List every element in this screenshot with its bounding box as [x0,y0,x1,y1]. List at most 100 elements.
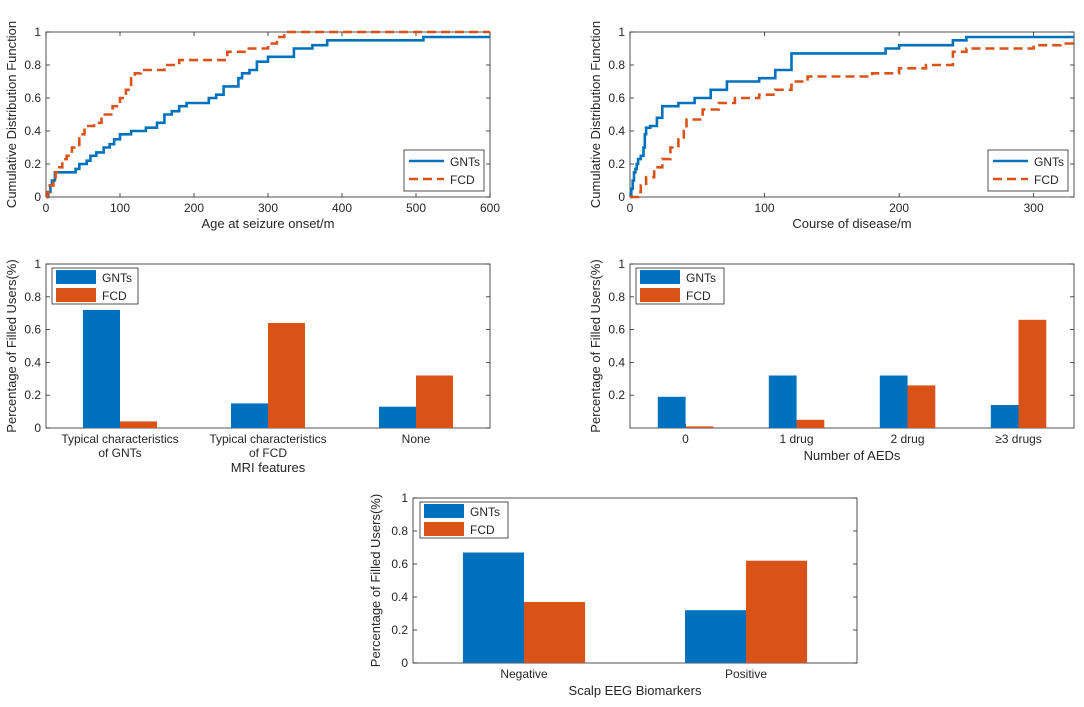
y-axis-label: Percentage of Filled Users(%) [4,259,19,432]
legend-label-fcd: FCD [470,523,495,537]
x-tick-label: 0 [627,201,634,215]
bar-fcd [685,426,714,428]
y-tick-label: 0 [618,190,625,204]
y-tick-label: 0.8 [24,290,41,304]
y-axis-label: Percentage of Filled Users(%) [368,494,383,667]
y-tick-label: 0.2 [608,157,625,171]
panel-course-cdf: 0 0.2 0.4 0.6 0.8 1 Cumulative Distribution Fu… [588,21,1075,231]
legend-swatch-fcd [56,288,96,302]
legend-swatch-fcd [424,522,464,536]
x-tick-label: Typical characteristics [209,432,326,446]
x-tick-label: 100 [755,201,775,215]
x-tick-label: ≥3 drugs [995,432,1042,446]
x-axis-label: Age at seizure onset/m [202,216,335,231]
x-tick-label: of GNTs [98,446,141,460]
y-tick-label: 0.6 [608,91,625,105]
x-tick-label: 500 [406,201,426,215]
bar-fcd [746,560,808,663]
bar-gnts [685,610,747,663]
y-tick-label: 0.6 [24,323,41,337]
legend-swatch-gnts [640,270,680,284]
x-tick-label: 200 [184,201,204,215]
y-axis-label: Cumulative Distribution Function [4,21,19,208]
axes-box [629,31,1075,198]
x-tick-label: 600 [480,201,500,215]
axes-box [629,263,1075,429]
x-tick-label: Positive [725,667,767,681]
legend-swatch-fcd [640,288,680,302]
y-tick-label: 0 [34,190,41,204]
x-tick-label: of FCD [249,446,287,460]
series-line-fcd [630,42,1074,199]
y-tick-label: 0.4 [24,355,41,369]
y-tick-label: 1 [34,25,41,39]
x-tick-label: None [402,432,431,446]
bar-fcd [524,602,586,663]
x-tick-label: 400 [332,201,352,215]
x-tick-label: 0 [43,201,50,215]
series-line-gnts [630,35,1074,199]
panel-eeg-bar: 0 0.2 0.4 0.6 0.8 1 Percentage of Filled Users… [368,491,858,698]
y-tick-label: 1 [618,257,625,271]
y-tick-label: 0 [401,656,408,670]
y-tick-label: 0.2 [608,388,625,402]
y-tick-label: 0.8 [24,58,41,72]
panel-aed-bar: 0.2 0.4 0.6 0.8 1 Percentage of Filled Users(… [588,257,1075,463]
legend-label-fcd: FCD [450,173,475,187]
legend-label-fcd: FCD [686,289,711,303]
legend-swatch-gnts [424,504,464,518]
legend-swatch-gnts [56,270,96,284]
legend-label-gnts: GNTs [686,271,716,285]
axes-box [412,497,858,664]
x-tick-label: Negative [500,667,548,681]
panel-mri-bar: 0 0.2 0.4 0.6 0.8 1 Percentage of Filled Users… [4,257,491,475]
legend-box [987,149,1069,192]
bar-gnts [83,309,120,428]
y-tick-label: 0.8 [608,58,625,72]
bar-gnts [657,396,686,428]
x-tick-label: 300 [1024,201,1044,215]
legend-label-gnts: GNTs [102,271,132,285]
panel-age-cdf: 0 0.2 0.4 0.6 0.8 1 Cumulative Distribution Fu… [4,21,500,231]
y-tick-label: 0.2 [24,157,41,171]
bar-fcd [796,419,825,428]
y-tick-label: 0.6 [391,557,408,571]
x-tick-label: 300 [258,201,278,215]
bar-fcd [268,323,305,428]
x-axis-label: Course of disease/m [792,216,911,231]
x-tick-label: 100 [110,201,130,215]
y-tick-label: 0.8 [391,524,408,538]
legend-box [403,149,485,192]
y-tick-label: 0.6 [24,91,41,105]
x-tick-label: 200 [889,201,909,215]
bar-fcd [120,421,157,428]
series-line-gnts [46,35,490,199]
bar-fcd [416,375,453,428]
y-tick-label: 0.6 [608,323,625,337]
y-tick-label: 0.4 [608,124,625,138]
x-axis-label: MRI features [231,460,306,475]
y-axis-label: Percentage of Filled Users(%) [588,259,603,432]
series-line-fcd [46,30,490,199]
legend-label-gnts: GNTs [470,505,500,519]
legend-label-gnts: GNTs [450,155,480,169]
x-tick-label: 2 drug [890,432,924,446]
x-tick-label: 1 drug [779,432,813,446]
legend-label-gnts: GNTs [1034,155,1064,169]
bar-gnts [462,552,524,663]
bar-fcd [1018,319,1047,428]
x-axis-label: Number of AEDs [804,448,901,463]
x-tick-label: 0 [682,432,689,446]
bar-gnts [879,375,908,428]
y-tick-label: 0.8 [608,290,625,304]
legend-label-fcd: FCD [1034,173,1059,187]
bar-gnts [768,375,797,428]
bar-gnts [231,403,268,428]
bar-gnts [990,405,1019,428]
y-tick-label: 0.2 [391,623,408,637]
y-tick-label: 1 [401,491,408,505]
x-tick-label: Typical characteristics [61,432,178,446]
y-tick-label: 0.4 [608,355,625,369]
y-axis-label: Cumulative Distribution Function [588,21,603,208]
